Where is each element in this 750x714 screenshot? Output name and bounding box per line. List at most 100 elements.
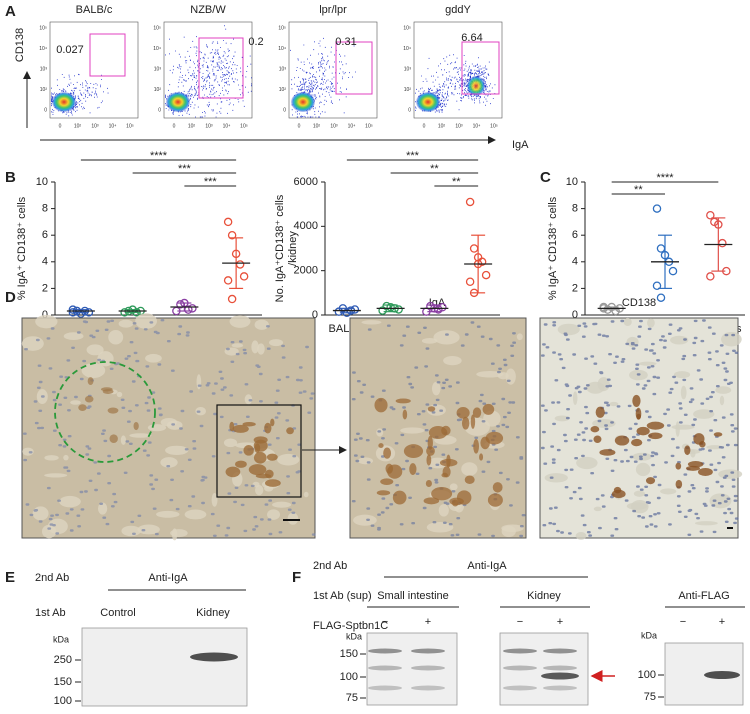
y-axis-label: % IgA⁺ CD138⁺ cells xyxy=(547,196,559,300)
tissue-blob xyxy=(160,457,178,468)
tissue-blob xyxy=(609,401,619,407)
image-title: CD138 xyxy=(622,297,656,309)
tissue-blob xyxy=(721,331,742,347)
y-tick-label: 0 xyxy=(312,309,318,321)
tissue-blob xyxy=(487,493,503,507)
band xyxy=(503,685,537,691)
image-title: IgA xyxy=(429,297,446,309)
y-tick-label: 10³ xyxy=(404,66,412,72)
tissue-blob xyxy=(633,490,646,497)
tissue-blob xyxy=(251,340,259,354)
tissue-blob xyxy=(116,391,123,398)
panel-label: D xyxy=(5,289,16,306)
lane-sign: + xyxy=(557,616,563,628)
data-point xyxy=(350,305,360,314)
tissue-blob xyxy=(229,315,251,328)
marker-label: 100 xyxy=(340,671,358,683)
tissue-blob xyxy=(109,434,118,443)
significance-label: **** xyxy=(150,150,168,162)
glomerulus-outline xyxy=(54,361,156,463)
band xyxy=(368,685,402,691)
tissue-blob xyxy=(395,398,411,404)
band xyxy=(411,685,445,691)
gate xyxy=(89,33,126,77)
tissue-blob xyxy=(383,447,392,459)
data-point xyxy=(469,244,479,253)
row-label: 1st Ab xyxy=(35,607,66,619)
tissue-blob xyxy=(586,381,605,394)
tissue-blob xyxy=(423,497,440,505)
tissue-blob xyxy=(133,421,139,431)
tissue-blob xyxy=(196,374,202,390)
tissue-blob xyxy=(572,391,578,405)
band xyxy=(543,665,577,671)
tissue-blob xyxy=(685,465,701,471)
tissue-blob xyxy=(229,421,235,432)
tissue-blob xyxy=(439,458,458,467)
row-label: 2nd Ab xyxy=(35,572,69,584)
tissue-blob xyxy=(675,479,683,489)
antibody-label: Anti-IgA xyxy=(467,560,507,572)
y-tick-label: 10⁵ xyxy=(403,25,411,31)
marker-label: 75 xyxy=(346,692,358,704)
tissue-blob xyxy=(81,362,106,379)
tissue-blob xyxy=(576,456,598,470)
tissue-blob xyxy=(409,463,417,476)
y-tick-label: 10³ xyxy=(279,66,287,72)
tissue-blob xyxy=(670,335,689,345)
band xyxy=(368,665,402,671)
y-tick-label: 2000 xyxy=(294,265,318,277)
y-tick-label: 0 xyxy=(572,309,578,321)
tissue-blob xyxy=(145,353,162,363)
y-axis-label: /kidney xyxy=(287,231,299,266)
data-point xyxy=(235,260,245,269)
tissue-blob xyxy=(135,313,158,329)
data-point xyxy=(599,302,608,312)
band xyxy=(190,652,238,662)
tissue-blob xyxy=(107,407,119,414)
tissue-blob xyxy=(648,432,663,440)
density-core xyxy=(52,92,76,112)
y-tick-label: 10 xyxy=(36,176,48,188)
band xyxy=(543,685,577,691)
tissue-blob xyxy=(632,394,641,407)
tissue-blob xyxy=(63,454,69,461)
y-tick-label: 10⁵ xyxy=(153,25,161,31)
tissue-blob xyxy=(554,415,570,422)
data-point xyxy=(656,244,666,253)
tissue-blob xyxy=(100,387,113,392)
band xyxy=(543,648,577,654)
y-tick-label: 0 xyxy=(158,107,161,113)
tissue-blob xyxy=(376,490,391,496)
tissue-blob xyxy=(718,469,743,479)
data-point xyxy=(84,308,94,317)
tissue-blob xyxy=(243,445,254,456)
data-point xyxy=(132,308,141,317)
tissue-blob xyxy=(265,479,281,487)
x-tick-label: 10⁵ xyxy=(240,123,248,129)
antibody-label: Anti-IgA xyxy=(148,572,188,584)
y-tick-label: 10² xyxy=(154,87,162,93)
significance-label: *** xyxy=(204,176,218,188)
unit-label: kDa xyxy=(53,634,69,644)
tissue-blob xyxy=(22,447,34,456)
data-point xyxy=(465,277,475,286)
tissue-blob xyxy=(441,425,451,436)
group-label: Kidney xyxy=(527,590,561,602)
tissue-blob xyxy=(156,510,180,518)
significance-label: ** xyxy=(634,184,643,196)
tissue-blob xyxy=(211,492,218,507)
group-label: Anti-FLAG xyxy=(678,590,729,602)
tissue-blob xyxy=(623,317,632,327)
row-label: FLAG-Sptbn1C xyxy=(313,620,388,632)
significance-label: *** xyxy=(406,150,420,162)
tissue-blob xyxy=(441,472,448,478)
unit-label: kDa xyxy=(346,631,362,641)
data-point xyxy=(68,305,78,314)
data-point xyxy=(481,270,491,280)
gate xyxy=(461,41,500,95)
y-tick-label: 8 xyxy=(42,203,48,215)
data-point xyxy=(227,230,237,240)
tissue-blob xyxy=(516,333,523,341)
y-tick-label: 2 xyxy=(572,282,578,294)
